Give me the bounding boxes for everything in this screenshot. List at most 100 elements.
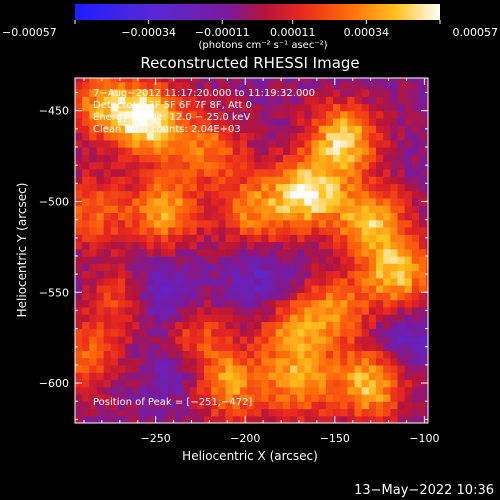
heatmap-cell	[89, 190, 98, 199]
heatmap-cell	[161, 154, 169, 163]
heatmap-cell	[368, 96, 377, 105]
heatmap-cell	[146, 372, 155, 381]
heatmap-cell	[347, 183, 356, 192]
heatmap-cell	[325, 393, 334, 402]
heatmap-cell	[232, 234, 241, 243]
peak-position-label: Position of Peak = [−251,−472]	[93, 397, 252, 408]
heatmap-cell	[325, 306, 334, 315]
heatmap-cell	[211, 147, 219, 155]
heatmap-cell	[110, 343, 119, 351]
heatmap-cell	[290, 255, 298, 264]
heatmap-cell	[325, 88, 334, 97]
heatmap-cell	[196, 147, 205, 155]
heatmap-cell	[132, 176, 141, 184]
heatmap-cell	[239, 299, 248, 308]
heatmap-cell	[161, 78, 169, 83]
heatmap-cell	[247, 277, 255, 286]
heatmap-cell	[189, 96, 198, 105]
heatmap-cell	[75, 139, 83, 148]
heatmap-cell	[239, 139, 248, 148]
heatmap-cell	[161, 285, 169, 293]
heatmap-cell	[411, 292, 420, 301]
heatmap-cell	[89, 285, 98, 293]
heatmap-cell	[182, 357, 191, 366]
heatmap-cell	[340, 248, 348, 257]
heatmap-cell	[297, 299, 305, 308]
heatmap-cell	[268, 357, 277, 366]
heatmap-cell	[311, 248, 320, 257]
heatmap-cell	[189, 147, 198, 155]
heatmap-cell	[103, 78, 112, 83]
heatmap-cell	[397, 88, 406, 97]
heatmap-cell	[411, 393, 420, 402]
heatmap-cell	[254, 190, 262, 199]
heatmap-cell	[153, 343, 162, 351]
heatmap-cell	[82, 299, 90, 308]
heatmap-cell	[390, 205, 399, 213]
heatmap-cell	[218, 364, 227, 373]
heatmap-cell	[318, 234, 327, 243]
heatmap-cell	[275, 335, 284, 344]
heatmap-cell	[368, 212, 377, 221]
heatmap-cell	[275, 364, 284, 373]
heatmap-cell	[182, 78, 191, 83]
heatmap-cell	[110, 96, 119, 105]
heatmap-cell	[225, 328, 234, 337]
heatmap-cell	[89, 241, 98, 250]
heatmap-cell	[232, 168, 241, 177]
heatmap-cell	[311, 328, 320, 337]
heatmap-cell	[225, 364, 234, 373]
heatmap-cell	[232, 154, 241, 163]
heatmap-cell	[390, 212, 399, 221]
heatmap-cell	[110, 285, 119, 293]
heatmap-cell	[110, 212, 119, 221]
heatmap-cell	[247, 372, 255, 381]
heatmap-cell	[411, 386, 420, 395]
heatmap-cell	[325, 263, 334, 272]
heatmap-cell	[189, 285, 198, 293]
heatmap-cell	[354, 350, 363, 359]
heatmap-cell	[161, 328, 169, 337]
heatmap-cell	[261, 205, 270, 213]
x-tick-label: −100	[409, 432, 439, 445]
heatmap-cell	[232, 306, 241, 315]
heatmap-cell	[75, 270, 83, 279]
heatmap-cell	[110, 263, 119, 272]
heatmap-cell	[311, 241, 320, 250]
heatmap-cell	[196, 154, 205, 163]
heatmap-cell	[354, 401, 363, 410]
heatmap-cell	[232, 132, 241, 141]
heatmap-cell	[318, 321, 327, 330]
heatmap-cell	[218, 277, 227, 286]
heatmap-cell	[297, 81, 305, 90]
heatmap-cell	[182, 401, 191, 410]
heatmap-cell	[333, 372, 341, 381]
heatmap-cell	[419, 408, 427, 417]
heatmap-cell	[161, 176, 169, 184]
heatmap-cell	[232, 321, 241, 330]
heatmap-cell	[325, 78, 334, 83]
heatmap-cell	[282, 335, 291, 344]
heatmap-cell	[82, 335, 90, 344]
heatmap-cell	[361, 357, 370, 366]
heatmap-cell	[311, 110, 320, 119]
heatmap-cell	[383, 81, 391, 90]
heatmap-cell	[318, 154, 327, 163]
heatmap-cell	[110, 205, 119, 213]
heatmap-cell	[239, 168, 248, 177]
heatmap-cell	[325, 241, 334, 250]
heatmap-cell	[153, 147, 162, 155]
heatmap-cell	[368, 78, 377, 83]
heatmap-cell	[82, 263, 90, 272]
heatmap-cell	[103, 88, 112, 97]
heatmap-cell	[261, 147, 270, 155]
heatmap-cell	[125, 234, 133, 243]
heatmap-cell	[218, 335, 227, 344]
heatmap-cell	[118, 306, 126, 315]
heatmap-cell	[239, 292, 248, 301]
heatmap-cell	[161, 386, 169, 395]
heatmap-cell	[110, 393, 119, 402]
heatmap-cell	[175, 408, 184, 417]
heatmap-cell	[75, 343, 83, 351]
heatmap-cell	[318, 212, 327, 221]
